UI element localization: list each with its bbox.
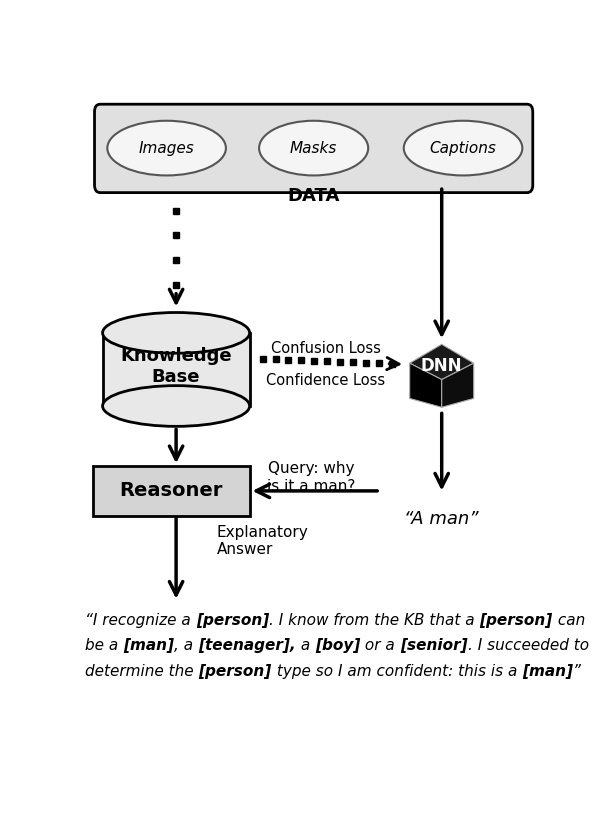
Text: DNN: DNN [421,358,463,375]
Text: [teenager],: [teenager], [198,638,296,653]
Text: ”: ” [573,664,581,679]
Polygon shape [409,363,442,407]
Text: DATA: DATA [288,187,340,205]
Polygon shape [409,344,474,380]
Text: [man]: [man] [522,664,573,679]
Text: [man]: [man] [123,638,174,653]
Text: . I succeeded to: . I succeeded to [468,638,589,653]
Ellipse shape [107,121,226,175]
Bar [93,466,250,515]
Text: a: a [296,638,315,653]
Text: Confidence Loss: Confidence Loss [266,373,385,387]
Text: Images: Images [139,140,195,155]
Text: Captions: Captions [430,140,496,155]
FancyBboxPatch shape [94,104,533,192]
Text: be a: be a [85,638,123,653]
Text: Explanatory
Answer: Explanatory Answer [217,525,308,558]
Text: [boy]: [boy] [315,638,360,653]
Ellipse shape [404,121,523,175]
Text: Query: why
is it a man?: Query: why is it a man? [267,462,356,494]
Bar [103,333,250,406]
Ellipse shape [259,121,368,175]
Text: determine the: determine the [85,664,198,679]
Text: , a: , a [174,638,198,653]
Text: [person]: [person] [198,664,272,679]
Text: [person]: [person] [196,613,269,628]
Text: [senior]: [senior] [400,638,468,653]
Text: Masks: Masks [290,140,337,155]
Text: “I recognize a: “I recognize a [85,613,196,628]
Text: can: can [553,613,585,628]
Text: Reasoner: Reasoner [120,482,223,501]
Text: . I know from the KB that a: . I know from the KB that a [269,613,479,628]
Text: “A man”: “A man” [405,510,479,528]
Text: Confusion Loss: Confusion Loss [271,341,381,356]
Ellipse shape [103,386,250,426]
Text: [person]: [person] [479,613,553,628]
Text: type so I am confident: this is a: type so I am confident: this is a [272,664,522,679]
Text: or a: or a [360,638,400,653]
Ellipse shape [103,312,250,354]
Text: Knowledge
Base: Knowledge Base [121,347,232,386]
Polygon shape [442,363,474,407]
